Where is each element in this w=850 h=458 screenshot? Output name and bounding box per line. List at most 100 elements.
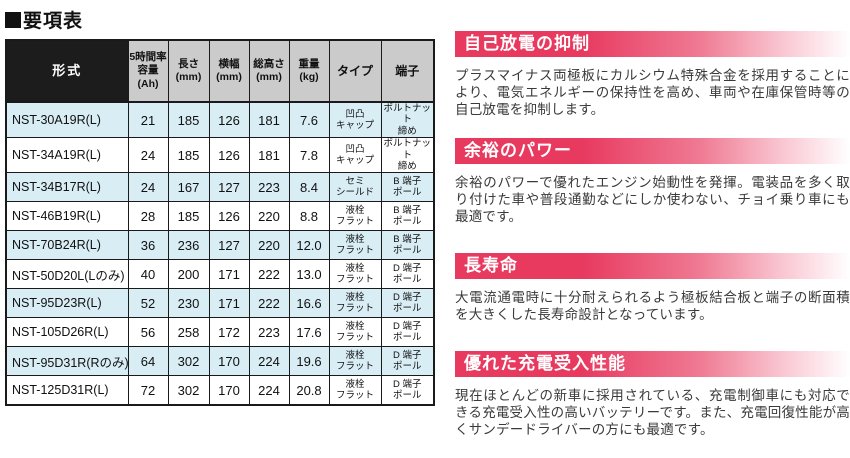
cell-model: NST-30A19R(L) (5, 101, 129, 139)
cell-width: 171 (208, 259, 250, 290)
table-row: NST-34B17R(L) 24 167 127 223 8.4 セミ シールド… (5, 172, 435, 203)
cell-type: 液栓 フラット (328, 375, 382, 406)
feature-section-power: 余裕のパワー 余裕のパワーで優れたエンジン始動性を発揮。電装品を多く取り付けた車… (455, 138, 850, 225)
cell-weight: 16.6 (288, 288, 330, 319)
cell-capacity: 28 (127, 201, 169, 232)
table-row: NST-95D23R(L) 52 230 171 222 16.6 液栓 フラッ… (5, 288, 435, 319)
table-header-row: 形式 5時間率 容量 (Ah) 長さ (mm) 横幅 (mm) 総高さ (mm)… (5, 39, 435, 103)
cell-terminal: D 端子 ポール (380, 259, 435, 290)
cell-weight: 8.8 (288, 201, 330, 232)
cell-model: NST-50D20L(Lのみ) (5, 259, 129, 290)
cell-type: セミ シールド (328, 172, 382, 203)
table-row: NST-30A19R(L) 21 185 126 181 7.6 凹凸 キャップ… (5, 101, 435, 139)
table-row: NST-95D31R(Rのみ) 64 302 170 224 19.6 液栓 フ… (5, 346, 435, 377)
cell-model: NST-95D31R(Rのみ) (5, 346, 129, 377)
cell-weight: 7.6 (288, 101, 330, 139)
feature-body-text: 大電流通電時に十分耐えられるよう極板結合板と端子の断面積を大きくした長寿命設計と… (455, 290, 850, 322)
cell-width: 126 (208, 101, 250, 139)
cell-width: 126 (208, 201, 250, 232)
cell-model: NST-34B17R(L) (5, 172, 129, 203)
cell-length: 167 (167, 172, 210, 203)
cell-capacity: 24 (127, 137, 169, 174)
cell-terminal: B 端子 ポール (380, 201, 435, 232)
cell-type: 液栓 フラット (328, 317, 382, 348)
cell-weight: 13.0 (288, 259, 330, 290)
cell-height: 220 (248, 230, 290, 261)
col-header-model: 形式 (5, 39, 129, 103)
feature-title-bar: 優れた充電受入性能 (455, 351, 850, 377)
cell-type: 液栓 フラット (328, 259, 382, 290)
spec-table-section: 要項表 形式 5時間率 容量 (Ah) 長さ (mm) 横幅 (mm) 総高さ … (5, 6, 435, 406)
cell-width: 171 (208, 288, 250, 319)
table-row: NST-105D26R(L) 56 258 172 223 17.6 液栓 フラ… (5, 317, 435, 348)
cell-height: 220 (248, 201, 290, 232)
cell-capacity: 40 (127, 259, 169, 290)
cell-model: NST-70B24R(L) (5, 230, 129, 261)
cell-height: 223 (248, 317, 290, 348)
cell-capacity: 72 (127, 375, 169, 406)
cell-capacity: 24 (127, 172, 169, 203)
cell-type: 液栓 フラット (328, 201, 382, 232)
cell-capacity: 56 (127, 317, 169, 348)
feature-section-long-life: 長寿命 大電流通電時に十分耐えられるよう極板結合板と端子の断面積を大きくした長寿… (455, 253, 850, 323)
cell-weight: 17.6 (288, 317, 330, 348)
cell-capacity: 21 (127, 101, 169, 139)
cell-width: 170 (208, 375, 250, 406)
cell-length: 258 (167, 317, 210, 348)
table-row: NST-70B24R(L) 36 236 127 220 12.0 液栓 フラッ… (5, 230, 435, 261)
cell-length: 185 (167, 101, 210, 139)
cell-type: 液栓 フラット (328, 288, 382, 319)
cell-height: 222 (248, 259, 290, 290)
cell-width: 126 (208, 137, 250, 174)
cell-length: 302 (167, 346, 210, 377)
cell-type: 凹凸 キャップ (328, 137, 382, 174)
cell-type: 液栓 フラット (328, 230, 382, 261)
cell-type: 凹凸 キャップ (328, 101, 382, 139)
cell-length: 302 (167, 375, 210, 406)
cell-model: NST-125D31R(L) (5, 375, 129, 406)
page-title: 要項表 (5, 6, 435, 33)
cell-terminal: ボルトナット 締め (380, 137, 435, 174)
col-header-terminal: 端子 (380, 39, 435, 103)
page-title-text: 要項表 (23, 11, 84, 32)
cell-model: NST-34A19R(L) (5, 137, 129, 174)
feature-title-bar: 自己放電の抑制 (455, 31, 850, 57)
cell-height: 224 (248, 375, 290, 406)
cell-terminal: ボルトナット 締め (380, 101, 435, 139)
cell-weight: 20.8 (288, 375, 330, 406)
cell-length: 185 (167, 137, 210, 174)
spec-table: 形式 5時間率 容量 (Ah) 長さ (mm) 横幅 (mm) 総高さ (mm)… (5, 39, 435, 406)
feature-body-text: プラスマイナス両極板にカルシウム特殊合金を採用することにより、電気エネルギーの保… (455, 68, 850, 117)
cell-height: 181 (248, 137, 290, 174)
cell-weight: 7.8 (288, 137, 330, 174)
cell-height: 181 (248, 101, 290, 139)
cell-terminal: D 端子 ポール (380, 317, 435, 348)
cell-weight: 19.6 (288, 346, 330, 377)
cell-width: 170 (208, 346, 250, 377)
feature-body-text: 現在ほとんどの新車に採用されている、充電制御車にも対応できる充電受入性の高いバッ… (455, 388, 850, 437)
black-square-icon (5, 11, 21, 28)
cell-model: NST-105D26R(L) (5, 317, 129, 348)
table-row: NST-46B19R(L) 28 185 126 220 8.8 液栓 フラット… (5, 201, 435, 232)
cell-type: 液栓 フラット (328, 346, 382, 377)
col-header-length: 長さ (mm) (167, 39, 210, 103)
cell-capacity: 64 (127, 346, 169, 377)
cell-terminal: B 端子 ポール (380, 172, 435, 203)
cell-weight: 8.4 (288, 172, 330, 203)
col-header-height: 総高さ (mm) (248, 39, 290, 103)
cell-width: 127 (208, 230, 250, 261)
col-header-width: 横幅 (mm) (208, 39, 250, 103)
col-header-type: タイプ (328, 39, 382, 103)
cell-height: 223 (248, 172, 290, 203)
cell-height: 222 (248, 288, 290, 319)
cell-terminal: D 端子 ポール (380, 288, 435, 319)
table-row: NST-125D31R(L) 72 302 170 224 20.8 液栓 フラ… (5, 375, 435, 406)
col-header-capacity: 5時間率 容量 (Ah) (127, 39, 169, 103)
cell-terminal: B 端子 ポール (380, 230, 435, 261)
feature-body-text: 余裕のパワーで優れたエンジン始動性を発揮。電装品を多く取り付けた車や普段通勤など… (455, 175, 850, 224)
table-row: NST-34A19R(L) 24 185 126 181 7.8 凹凸 キャップ… (5, 137, 435, 174)
table-body: NST-30A19R(L) 21 185 126 181 7.6 凹凸 キャップ… (5, 101, 435, 406)
cell-length: 185 (167, 201, 210, 232)
cell-width: 172 (208, 317, 250, 348)
feature-section-self-discharge: 自己放電の抑制 プラスマイナス両極板にカルシウム特殊合金を採用することにより、電… (455, 31, 850, 118)
